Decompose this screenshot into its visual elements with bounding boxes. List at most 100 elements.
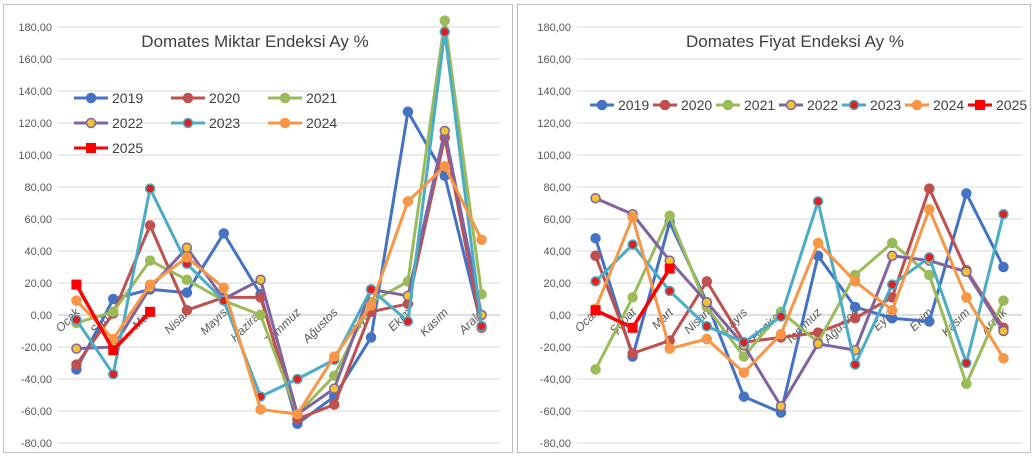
data-point-2021	[664, 210, 675, 222]
legend-marker-2022	[785, 99, 797, 111]
data-point-2021	[108, 306, 119, 318]
chart-1: -80,00 -60,00 -40,00 -20,00 0,00 20,00 40,00 60…	[18, 15, 500, 450]
data-point-2020	[590, 250, 601, 262]
legend-marker-2022	[85, 117, 97, 129]
series-2025	[71, 279, 156, 356]
data-point-2023	[701, 320, 713, 332]
data-point-2022	[71, 343, 82, 354]
data-point-2021	[738, 351, 750, 362]
data-point-2023	[108, 368, 119, 380]
legend-label-2025: 2025	[112, 140, 143, 156]
series-2024	[590, 204, 1009, 378]
data-point-2020	[924, 183, 935, 194]
data-point-2021	[924, 269, 935, 281]
legend: 2019 2020 2021 2022 2023 2024 2025	[590, 97, 1027, 113]
legend-label-2020: 2020	[209, 90, 240, 106]
data-point-2022	[329, 383, 340, 394]
legend-label-2024: 2024	[306, 115, 337, 131]
y-tick-label: -80,00	[21, 438, 52, 450]
legend-label-2024: 2024	[933, 97, 964, 113]
data-point-2020	[71, 359, 82, 370]
data-point-2023	[71, 314, 82, 326]
data-point-2024	[144, 279, 156, 290]
y-tick-label: -60,00	[21, 406, 52, 418]
y-tick-label: -60,00	[540, 406, 571, 418]
y-tick-label: 120,00	[18, 118, 52, 130]
y-tick-label: 100,00	[18, 150, 52, 162]
data-point-2020	[849, 312, 861, 324]
series-2025	[590, 263, 675, 333]
data-point-2020	[627, 348, 638, 359]
data-point-2024	[218, 282, 229, 294]
legend-marker-2020	[182, 92, 194, 104]
data-point-2022	[255, 274, 266, 286]
y-tick-label: 80,00	[543, 182, 571, 194]
y-tick-label: -20,00	[540, 342, 571, 354]
y-tick-label: 60,00	[543, 214, 571, 226]
data-point-2024	[849, 276, 861, 287]
y-tick-label: 0,00	[550, 310, 571, 322]
y-tick-label: -40,00	[540, 374, 571, 386]
series-2023	[590, 196, 1009, 370]
legend-label-2019: 2019	[112, 90, 143, 106]
data-point-2023	[924, 252, 935, 263]
legend-label-2019: 2019	[618, 97, 649, 113]
data-point-2024	[738, 367, 750, 378]
data-point-2023	[812, 196, 824, 207]
data-point-2023	[738, 336, 750, 348]
data-point-2023	[998, 208, 1009, 220]
data-point-2023	[627, 239, 638, 250]
y-tick-label: 40,00	[543, 246, 571, 258]
y-tick-label: 60,00	[24, 214, 52, 226]
legend-marker-2024	[911, 99, 923, 111]
y-tick-label: -80,00	[540, 438, 571, 450]
data-point-2025	[590, 305, 601, 316]
y-tick-label: 160,00	[537, 54, 571, 66]
series-line-2024	[594, 207, 1005, 375]
series-line-2022	[74, 129, 484, 416]
data-point-2024	[775, 328, 787, 340]
legend-label-2023: 2023	[870, 97, 901, 113]
legend-marker-2021	[279, 92, 291, 104]
data-point-2023	[775, 311, 787, 322]
chart-title: Domates Fiyat Endeksi Ay %	[686, 32, 904, 51]
series-line-2024	[74, 164, 484, 416]
data-point-2019	[218, 228, 229, 239]
data-point-2025	[664, 263, 675, 274]
data-point-2021	[439, 15, 450, 26]
data-point-2024	[961, 292, 972, 303]
series-line-2020	[594, 187, 1005, 355]
category-label-kas-m: Kasım	[417, 305, 451, 339]
data-point-2022	[886, 250, 898, 262]
series-line-2021	[594, 214, 1005, 386]
data-point-2024	[664, 343, 675, 354]
data-point-2021	[255, 309, 266, 321]
data-point-2022	[961, 266, 972, 278]
y-tick-label: 0,00	[31, 310, 52, 322]
legend-marker-2024	[279, 117, 291, 129]
data-point-2019	[181, 287, 193, 298]
data-point-2022	[181, 242, 193, 254]
data-point-2021	[961, 378, 972, 390]
y-tick-label: -20,00	[21, 342, 52, 354]
data-point-2024	[329, 351, 340, 362]
data-point-2021	[998, 295, 1009, 306]
data-point-2019	[365, 332, 377, 343]
series-line-2023	[594, 199, 1005, 367]
data-point-2021	[627, 292, 638, 303]
data-point-2024	[886, 304, 898, 316]
data-point-2019	[402, 106, 414, 118]
data-point-2019	[961, 188, 972, 199]
data-point-2022	[590, 192, 601, 204]
legend-marker-2019	[85, 92, 97, 104]
legend-label-2023: 2023	[209, 115, 240, 131]
series-2021	[590, 210, 1009, 390]
y-tick-label: 100,00	[537, 150, 571, 162]
legend-label-2021: 2021	[306, 90, 337, 106]
legend-label-2021: 2021	[744, 97, 775, 113]
data-point-2021	[181, 274, 193, 286]
data-point-2021	[144, 255, 156, 266]
series-2023	[71, 26, 487, 402]
legend: 2019 2020 2021 2022 2023 2024 2025	[74, 90, 337, 156]
y-tick-label: 80,00	[24, 182, 52, 194]
